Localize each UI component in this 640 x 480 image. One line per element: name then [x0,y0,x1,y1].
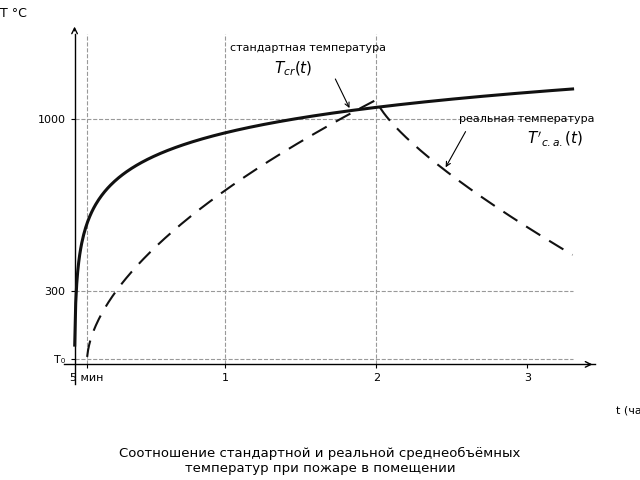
Text: стандартная температура: стандартная температура [230,43,387,53]
Text: реальная температура: реальная температура [460,114,595,124]
Text: t (час): t (час) [616,405,640,415]
Text: $T_{cr}(t)$: $T_{cr}(t)$ [274,60,313,78]
Text: Соотношение стандартной и реальной среднеобъёмных
температур при пожаре в помеще: Соотношение стандартной и реальной средн… [119,447,521,475]
Text: T °C: T °C [0,7,27,20]
Text: $T'_{c.a.}(t)$: $T'_{c.a.}(t)$ [527,130,584,148]
